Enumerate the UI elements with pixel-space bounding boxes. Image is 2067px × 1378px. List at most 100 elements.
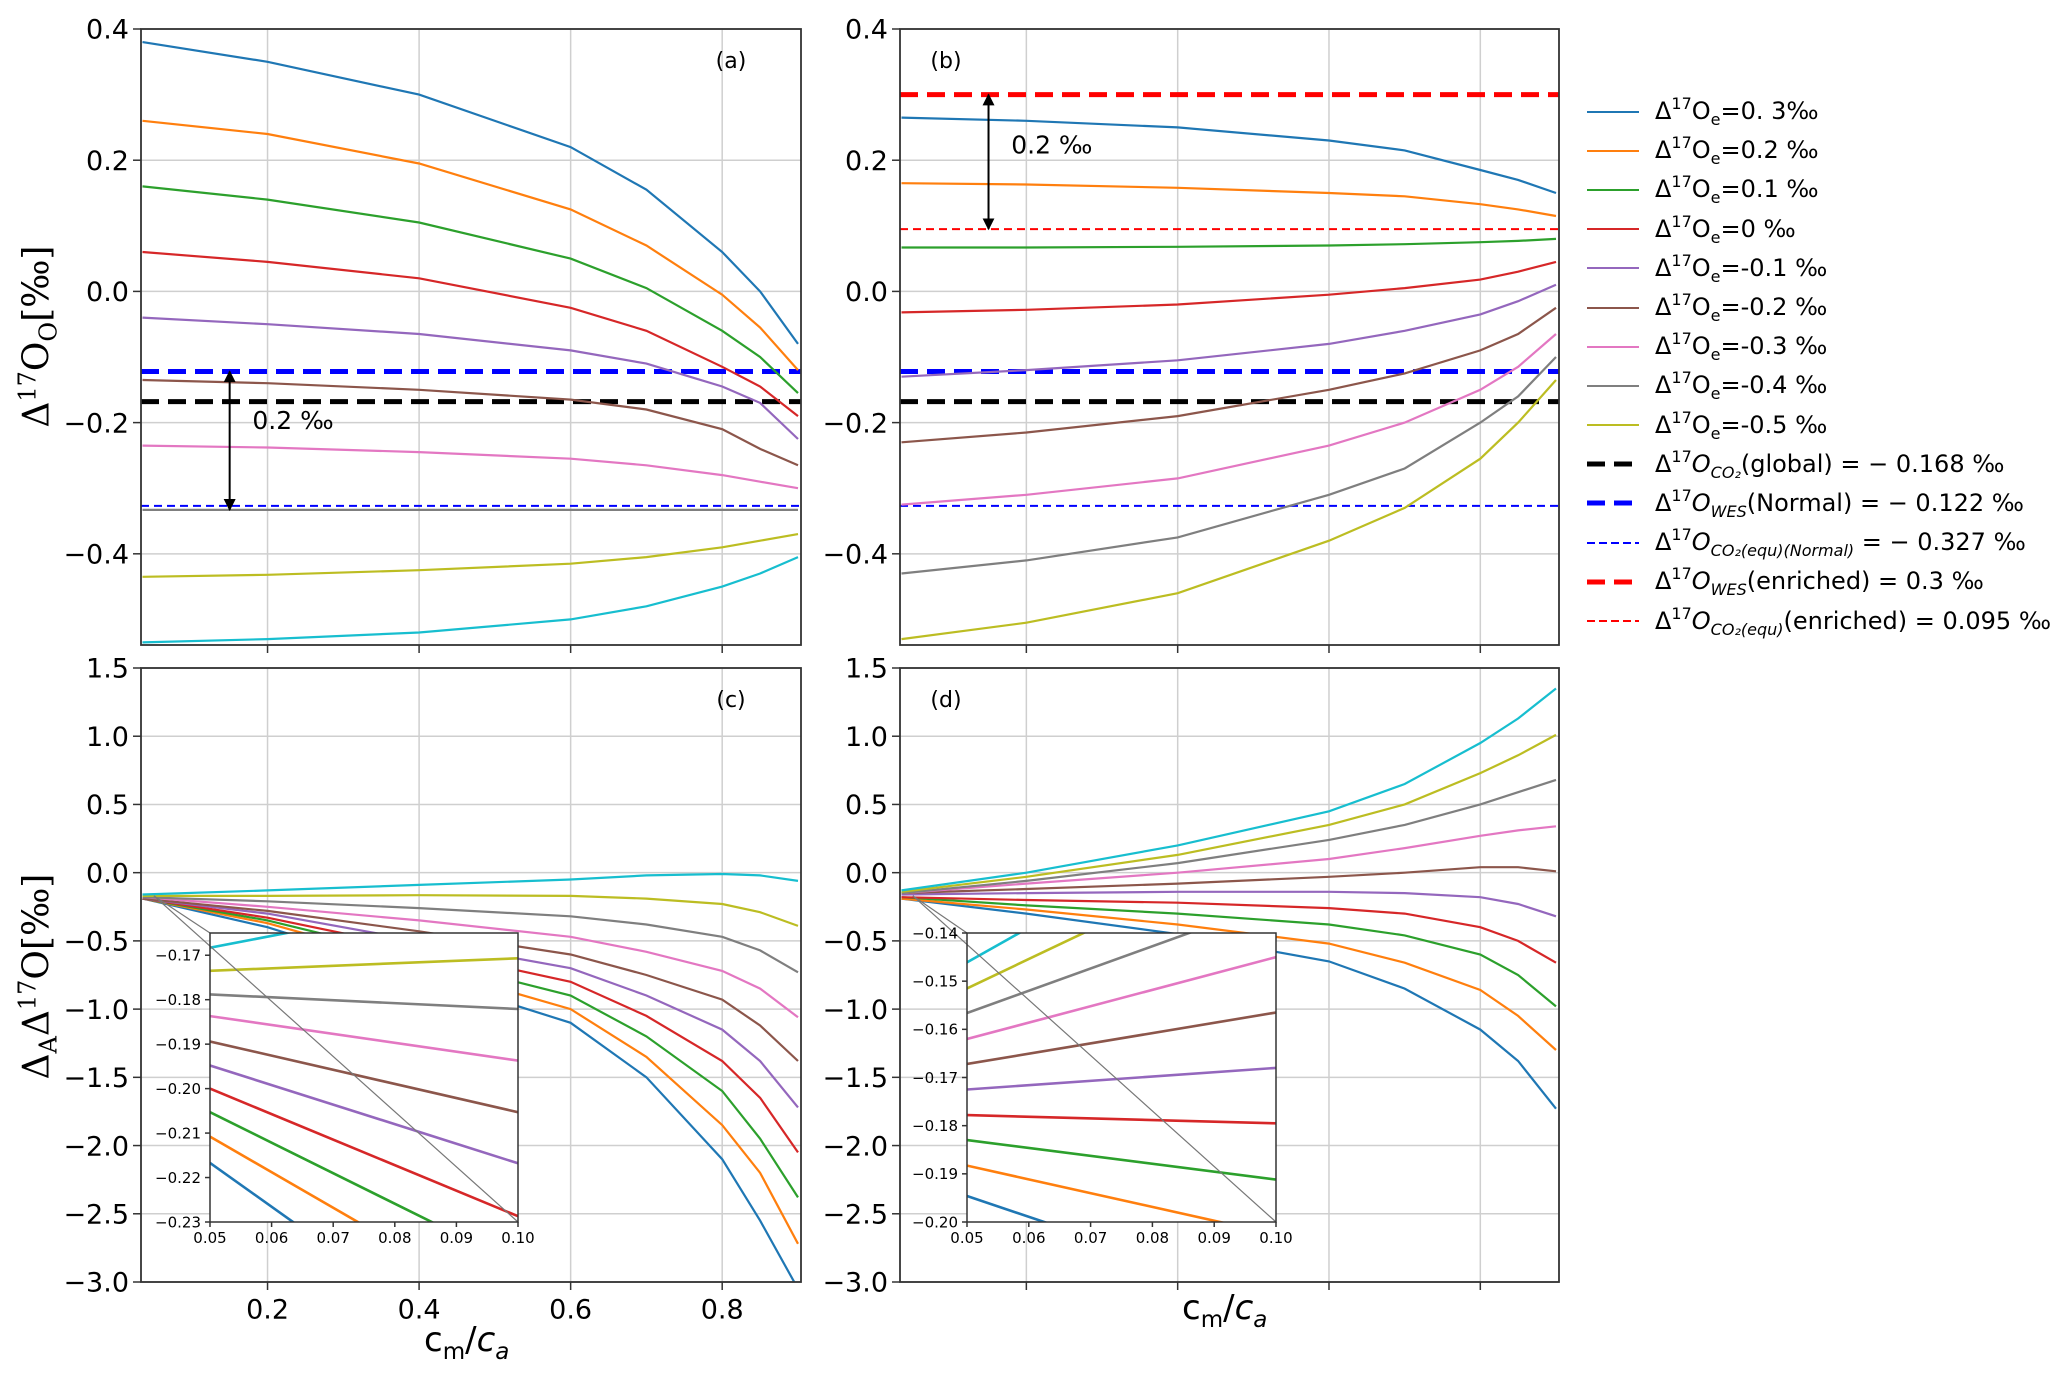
legend-label-delta: Δ	[1655, 488, 1672, 517]
series-line-d-inset-0.2	[967, 1164, 1226, 1222]
legend-label-o: O	[1691, 488, 1711, 517]
series-line-b--0.4	[901, 356, 1557, 575]
legend-label: Δ17Oe=-0.4 ‰	[1655, 368, 1827, 403]
axes-frame	[140, 667, 802, 1283]
legend-label-delta: Δ	[1655, 528, 1672, 557]
legend-label-o: O	[1691, 528, 1711, 557]
legend-line-swatch	[1587, 579, 1639, 585]
series-line-c-inset--0.2	[210, 1040, 518, 1114]
y-tick-label: −2.5	[63, 1199, 129, 1230]
ylabel-sup: 17	[13, 979, 42, 1011]
legend-label-o: O	[1691, 214, 1711, 243]
ylabel-delta2: Δ	[16, 1010, 58, 1037]
xlabel-slash: /	[1223, 1288, 1235, 1328]
y-tick-label: 0.0	[845, 858, 888, 889]
legend-line-swatch	[1587, 149, 1639, 152]
xlabel-slash: /	[465, 1320, 477, 1360]
legend-line-swatch	[1587, 500, 1639, 506]
legend-line-swatch	[1587, 345, 1639, 348]
legend-label-tail: = − 0.327 ‰	[1854, 528, 2026, 557]
legend-label-tail: (enriched) = 0.095 ‰	[1783, 606, 2052, 635]
legend-label-sup: 17	[1671, 564, 1692, 584]
legend-label-sub: e	[1710, 110, 1721, 130]
series-line-d-0.2	[901, 897, 1557, 1051]
top-y-axis-label: Δ17OO[‰]	[13, 237, 62, 437]
x-tick-label: 0.8	[701, 1294, 744, 1325]
y-tick-label: −0.15	[912, 973, 958, 991]
legend-label: Δ17OWES(Normal) = − 0.122 ‰	[1655, 486, 2024, 521]
series-line-a--0.3	[142, 444, 799, 490]
series-line-d-inset-0.1	[967, 1138, 1276, 1181]
series-line-a--0.6	[142, 556, 799, 644]
y-tick-label: −0.14	[912, 924, 958, 942]
legend-label-delta: Δ	[1655, 175, 1672, 204]
panel-a: 0.2 ‰ 0.4 0.2 0.0 −0.2 −0.4 (a)	[63, 15, 802, 653]
legend-label-sup: 17	[1671, 172, 1692, 192]
legend-label: Δ17Oe=0.1 ‰	[1655, 172, 1819, 207]
y-tick-label: 0.5	[845, 790, 888, 821]
panel-b: 0.2 ‰ 0.4 0.2 0.0 −0.2 −0.4 (b)	[822, 15, 1560, 653]
y-tick-label: −1.0	[63, 995, 129, 1026]
legend-label-sup: 17	[1671, 211, 1692, 231]
y-tick-label: −0.4	[63, 540, 129, 571]
y-tick-label: −0.23	[155, 1213, 201, 1231]
legend-label-delta: Δ	[1655, 293, 1672, 322]
xlabel-sub: m	[442, 1338, 466, 1365]
panel-c-inset: 0.05 0.06 0.07 0.08 0.09 0.10 −0.17 −0.18 −0.19 −…	[153, 895, 535, 1247]
arrow-annotation: 0.2 ‰	[1011, 131, 1092, 160]
series-line-c-inset--0.3	[210, 1014, 518, 1062]
inset-connector-line	[153, 895, 519, 1223]
legend-item: Δ17Oe=-0.3 ‰	[1585, 327, 2051, 366]
series-line-a--0.2	[142, 378, 799, 467]
series-line-c--0.5	[142, 894, 799, 927]
legend-label-tail: (enriched) = 0.3 ‰	[1746, 567, 1984, 596]
ylabel-sub: O	[34, 321, 63, 342]
y-tick-label: −0.2	[63, 408, 129, 439]
series-line-a-0.2	[142, 119, 799, 371]
series-line-c--0.6	[142, 872, 799, 896]
legend-item: Δ17Oe=-0.4 ‰	[1585, 366, 2051, 405]
legend-label-sub: CO₂(equ)(Normal)	[1710, 541, 1855, 561]
legend-line-swatch	[1587, 188, 1639, 191]
legend-item: Δ17Oe=0.2 ‰	[1585, 131, 2051, 170]
legend-line-swatch	[1587, 306, 1639, 309]
xlabel-c2: c	[476, 1320, 496, 1360]
legend-label: Δ17Oe=-0.1 ‰	[1655, 251, 1827, 286]
xlabel-sub-a: a	[495, 1338, 510, 1365]
y-tick-label: −0.17	[155, 947, 201, 965]
legend-label-sub: e	[1710, 149, 1721, 169]
series-line-d-inset--0.2	[967, 1011, 1276, 1066]
legend-label-tail: =-0.2 ‰	[1720, 293, 1828, 322]
series-line-d-inset-0.3	[967, 1194, 1049, 1222]
series-line-b-0.3	[901, 116, 1557, 195]
panel-label: (b)	[930, 49, 961, 74]
legend-label-sub: WES	[1710, 501, 1747, 521]
series-line-c--0.3	[142, 896, 799, 1019]
x-tick-label: 0.4	[398, 1294, 441, 1325]
series-line-b-0.2	[901, 182, 1557, 218]
legend-label-sub: e	[1710, 423, 1721, 443]
legend-label-o: O	[1691, 371, 1711, 400]
x-tick-label: 0.06	[1012, 1229, 1045, 1247]
series-line-b--0.3	[901, 333, 1557, 506]
series-line-d-0.3	[901, 897, 1557, 1110]
y-tick-label: −0.16	[912, 1021, 958, 1039]
y-tick-label: −0.22	[155, 1169, 201, 1187]
y-tick-label: 0.2	[86, 146, 129, 177]
legend-label-sup: 17	[1671, 133, 1692, 153]
series-line-c-inset-0.1	[210, 1111, 435, 1222]
legend-label-delta: Δ	[1655, 214, 1672, 243]
y-tick-label: 0.0	[86, 858, 129, 889]
y-tick-label: 1.5	[86, 654, 129, 685]
y-tick-label: 0.0	[86, 277, 129, 308]
axes-frame	[140, 28, 802, 646]
legend-label: Δ17OCO₂(equ)(enriched) = 0.095 ‰	[1655, 604, 2051, 639]
legend-label-o: O	[1691, 175, 1711, 204]
legend-label-delta: Δ	[1655, 410, 1672, 439]
series-line-d-inset--0.3	[967, 955, 1276, 1041]
legend-label-sub: e	[1710, 188, 1721, 208]
x-tick-label: 0.07	[316, 1229, 349, 1247]
legend-label-sup: 17	[1671, 485, 1692, 505]
legend-label-sub: e	[1710, 384, 1721, 404]
series-line-d-inset--0.5	[967, 933, 1087, 990]
